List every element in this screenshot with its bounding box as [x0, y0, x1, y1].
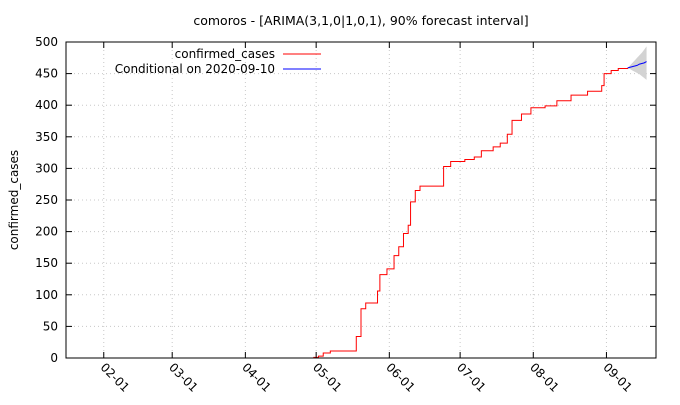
series-line-conditional	[627, 61, 647, 69]
y-tick-label: 200	[35, 225, 58, 239]
legend-label-conditional: Conditional on 2020-09-10	[115, 62, 275, 76]
legend-label-confirmed-cases: confirmed_cases	[175, 47, 275, 61]
x-tick-label: 09-01	[600, 360, 635, 395]
chart-title: comoros - [ARIMA(3,1,0|1,0,1), 90% forec…	[193, 13, 528, 28]
forecast-interval-band	[627, 46, 647, 80]
y-tick-label: 400	[35, 98, 58, 112]
x-tick-label: 05-01	[310, 360, 345, 395]
x-axis: 02-01 03-01 04-01 05-01 06-01 07-01 08-01 09-01	[98, 42, 635, 395]
y-axis: 0 50 100 150 200 250 300 350 400 450 500	[35, 35, 656, 365]
y-tick-label: 300	[35, 161, 58, 175]
grid	[66, 42, 656, 358]
x-tick-label: 07-01	[454, 360, 489, 395]
y-tick-label: 100	[35, 288, 58, 302]
x-tick-label: 04-01	[239, 360, 274, 395]
x-tick-label: 08-01	[527, 360, 562, 395]
y-tick-label: 250	[35, 193, 58, 207]
y-tick-label: 500	[35, 35, 58, 49]
y-axis-label: confirmed_cases	[7, 150, 21, 250]
series-line-confirmed-cases	[311, 67, 629, 359]
forecast-interval	[627, 46, 647, 80]
series	[311, 61, 647, 359]
x-tick-label: 06-01	[383, 360, 418, 395]
x-tick-label: 03-01	[166, 360, 201, 395]
y-tick-label: 350	[35, 130, 58, 144]
x-tick-label: 02-01	[98, 360, 133, 395]
y-tick-label: 150	[35, 256, 58, 270]
y-tick-label: 450	[35, 67, 58, 81]
y-tick-label: 0	[50, 351, 58, 365]
legend: confirmed_cases Conditional on 2020-09-1…	[115, 47, 321, 76]
y-tick-label: 50	[43, 319, 58, 333]
